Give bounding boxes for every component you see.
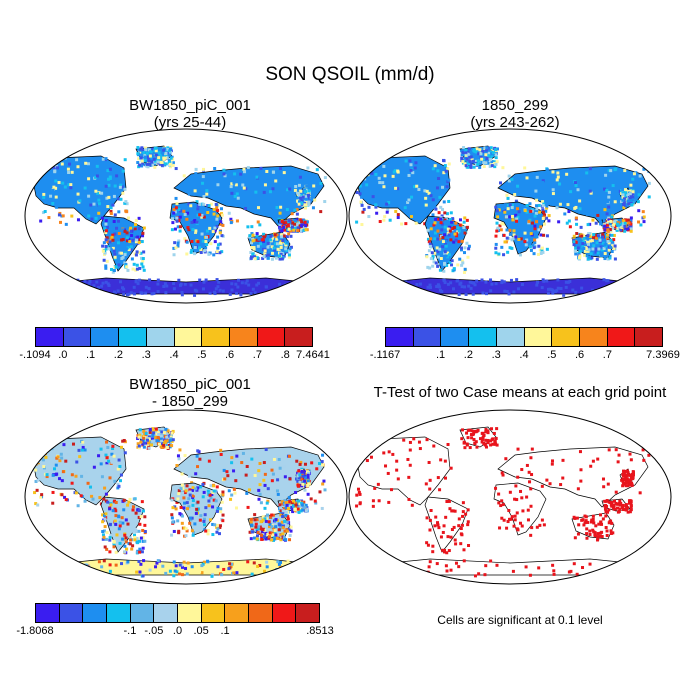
colorbar-swatch [146, 328, 175, 346]
colorbar-tick-label: 7.3969 [646, 349, 680, 361]
colorbar-tick-label: .4 [169, 349, 179, 361]
colorbar-tick-label: .3 [141, 349, 151, 361]
colorbar-swatch [386, 328, 414, 346]
colorbar-swatch [285, 328, 313, 346]
colorbar-swatch [524, 328, 553, 346]
colorbar-swatch [469, 328, 497, 346]
significance-note: Cells are significant at 0.1 level [437, 613, 603, 627]
panel2-title-line1: 1850_299 [481, 97, 549, 114]
colorbar-tick-label: .1 [220, 625, 230, 637]
colorbar-swatch [635, 328, 663, 346]
colorbar-swatch [59, 604, 84, 622]
colorbar-tick-label: .7 [602, 349, 612, 361]
panel3-title-line1: BW1850_piC_001 [129, 376, 251, 393]
panel1-title: BW1850_piC_001 (yrs 25-44) [30, 97, 350, 131]
panel3-title-line2: - 1850_299 [152, 393, 228, 410]
colorbar-swatch [107, 604, 131, 622]
colorbar-3 [35, 603, 320, 623]
colorbar-swatch [229, 328, 258, 346]
colorbar-swatch [154, 604, 179, 622]
colorbar-tick-label: -.1 [123, 625, 137, 637]
colorbar-swatch [496, 328, 525, 346]
colorbar-swatch [36, 604, 60, 622]
panel3-title: BW1850_piC_001 - 1850_299 [30, 376, 350, 410]
colorbar-tick-label: .1 [86, 349, 96, 361]
map-panel-1 [24, 128, 348, 304]
panel1-title-line1: BW1850_piC_001 [129, 97, 251, 114]
colorbar-tick-label: .6 [575, 349, 585, 361]
colorbar-swatch [225, 604, 250, 622]
colorbar-swatch [441, 328, 470, 346]
panel1-title-line2: (yrs 25-44) [153, 114, 227, 131]
colorbar-tick-label: -.1094 [19, 349, 51, 361]
colorbar-swatch [552, 328, 580, 346]
colorbar-swatch [202, 328, 230, 346]
colorbar-swatch [174, 328, 203, 346]
colorbar-tick-label: .5 [197, 349, 207, 361]
panel2-title-line2: (yrs 243-262) [470, 114, 560, 131]
colorbar-swatch [130, 604, 155, 622]
map-panel-2 [348, 128, 672, 304]
colorbar-tick-label: .2 [463, 349, 473, 361]
colorbar-swatch [178, 604, 202, 622]
figure-title: SON QSOIL (mm/d) [265, 64, 435, 85]
colorbar-2 [385, 327, 663, 347]
colorbar-1 [35, 327, 313, 347]
colorbar-tick-label: .4 [519, 349, 529, 361]
colorbar-tick-label: .3 [491, 349, 501, 361]
colorbar-swatch [272, 604, 297, 622]
colorbar-swatch [119, 328, 147, 346]
colorbar-swatch [296, 604, 320, 622]
colorbar-swatch [257, 328, 286, 346]
colorbar-tick-label: .7 [252, 349, 262, 361]
colorbar-swatch [413, 328, 442, 346]
map-panel-3 [24, 409, 348, 585]
colorbar-tick-label: .0 [58, 349, 68, 361]
map-panel-4 [348, 409, 672, 585]
colorbar-tick-label: -.05 [144, 625, 164, 637]
colorbar-swatch [83, 604, 108, 622]
colorbar-tick-label: -1.8068 [16, 625, 54, 637]
colorbar-swatch [579, 328, 608, 346]
colorbar-tick-label: .0 [172, 625, 183, 637]
colorbar-tick-label: -.1167 [369, 349, 401, 361]
colorbar-tick-label: 7.4641 [296, 349, 330, 361]
colorbar-swatch [91, 328, 120, 346]
panel2-title: 1850_299 (yrs 243-262) [355, 97, 675, 131]
panel4-title: T-Test of two Case means at each grid po… [373, 384, 667, 401]
colorbar-tick-label: .2 [113, 349, 123, 361]
colorbar-swatch [63, 328, 92, 346]
colorbar-tick-label: .5 [547, 349, 557, 361]
colorbar-tick-label: .6 [225, 349, 235, 361]
colorbar-swatch [201, 604, 226, 622]
colorbar-swatch [249, 604, 273, 622]
colorbar-tick-label: .1 [436, 349, 446, 361]
colorbar-swatch [607, 328, 636, 346]
colorbar-tick-label: .05 [193, 625, 209, 637]
colorbar-tick-label: .8513 [306, 625, 334, 637]
colorbar-swatch [36, 328, 64, 346]
colorbar-tick-label: .8 [280, 349, 290, 361]
